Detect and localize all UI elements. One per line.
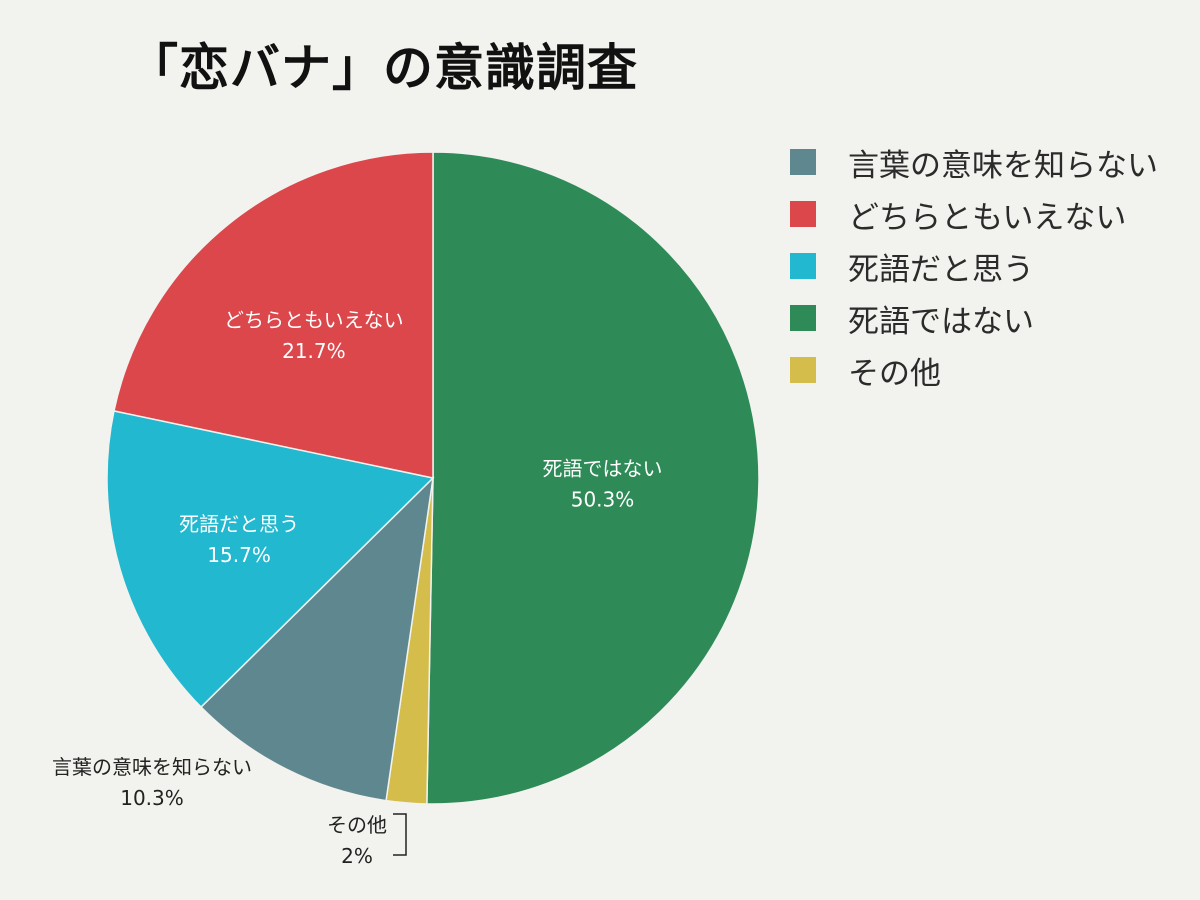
slice-value-label: 21.7% (282, 339, 346, 363)
legend-item: その他 (790, 344, 1158, 396)
slice-category-label: 死語だと思う (179, 512, 299, 536)
slice-value-label: 10.3% (120, 786, 184, 810)
slice-category-label: その他 (327, 813, 387, 837)
legend-item: 死語だと思う (790, 240, 1158, 292)
legend-label: どちらともいえない (848, 199, 1127, 236)
legend-swatch (790, 253, 816, 279)
slice-value-label: 2% (341, 844, 373, 868)
legend-item: 死語ではない (790, 292, 1158, 344)
chart-title: 「恋バナ」の意識調査 (128, 39, 638, 97)
legend-swatch (790, 149, 816, 175)
legend-swatch (790, 357, 816, 383)
legend-swatch (790, 305, 816, 331)
legend-swatch (790, 201, 816, 227)
pie-slice (113, 151, 434, 479)
pie-slice (426, 151, 760, 805)
legend-item: どちらともいえない (790, 188, 1158, 240)
chart-legend: 言葉の意味を知らない どちらともいえない 死語だと思う 死語ではない その他 (790, 136, 1158, 396)
legend-label: 言葉の意味を知らない (848, 147, 1158, 184)
slice-value-label: 15.7% (207, 543, 271, 567)
legend-label: その他 (848, 355, 941, 392)
legend-label: 死語だと思う (848, 251, 1034, 288)
slice-category-label: 言葉の意味を知らない (52, 755, 252, 779)
legend-label: 死語ではない (848, 303, 1034, 340)
slice-category-label: どちらともいえない (224, 308, 404, 332)
slice-value-label: 50.3% (571, 488, 635, 512)
pie-slice (106, 410, 435, 709)
legend-item: 言葉の意味を知らない (790, 136, 1158, 188)
leader-line (393, 813, 407, 856)
slice-category-label: 死語ではない (543, 457, 663, 481)
pie-slice (199, 475, 435, 802)
